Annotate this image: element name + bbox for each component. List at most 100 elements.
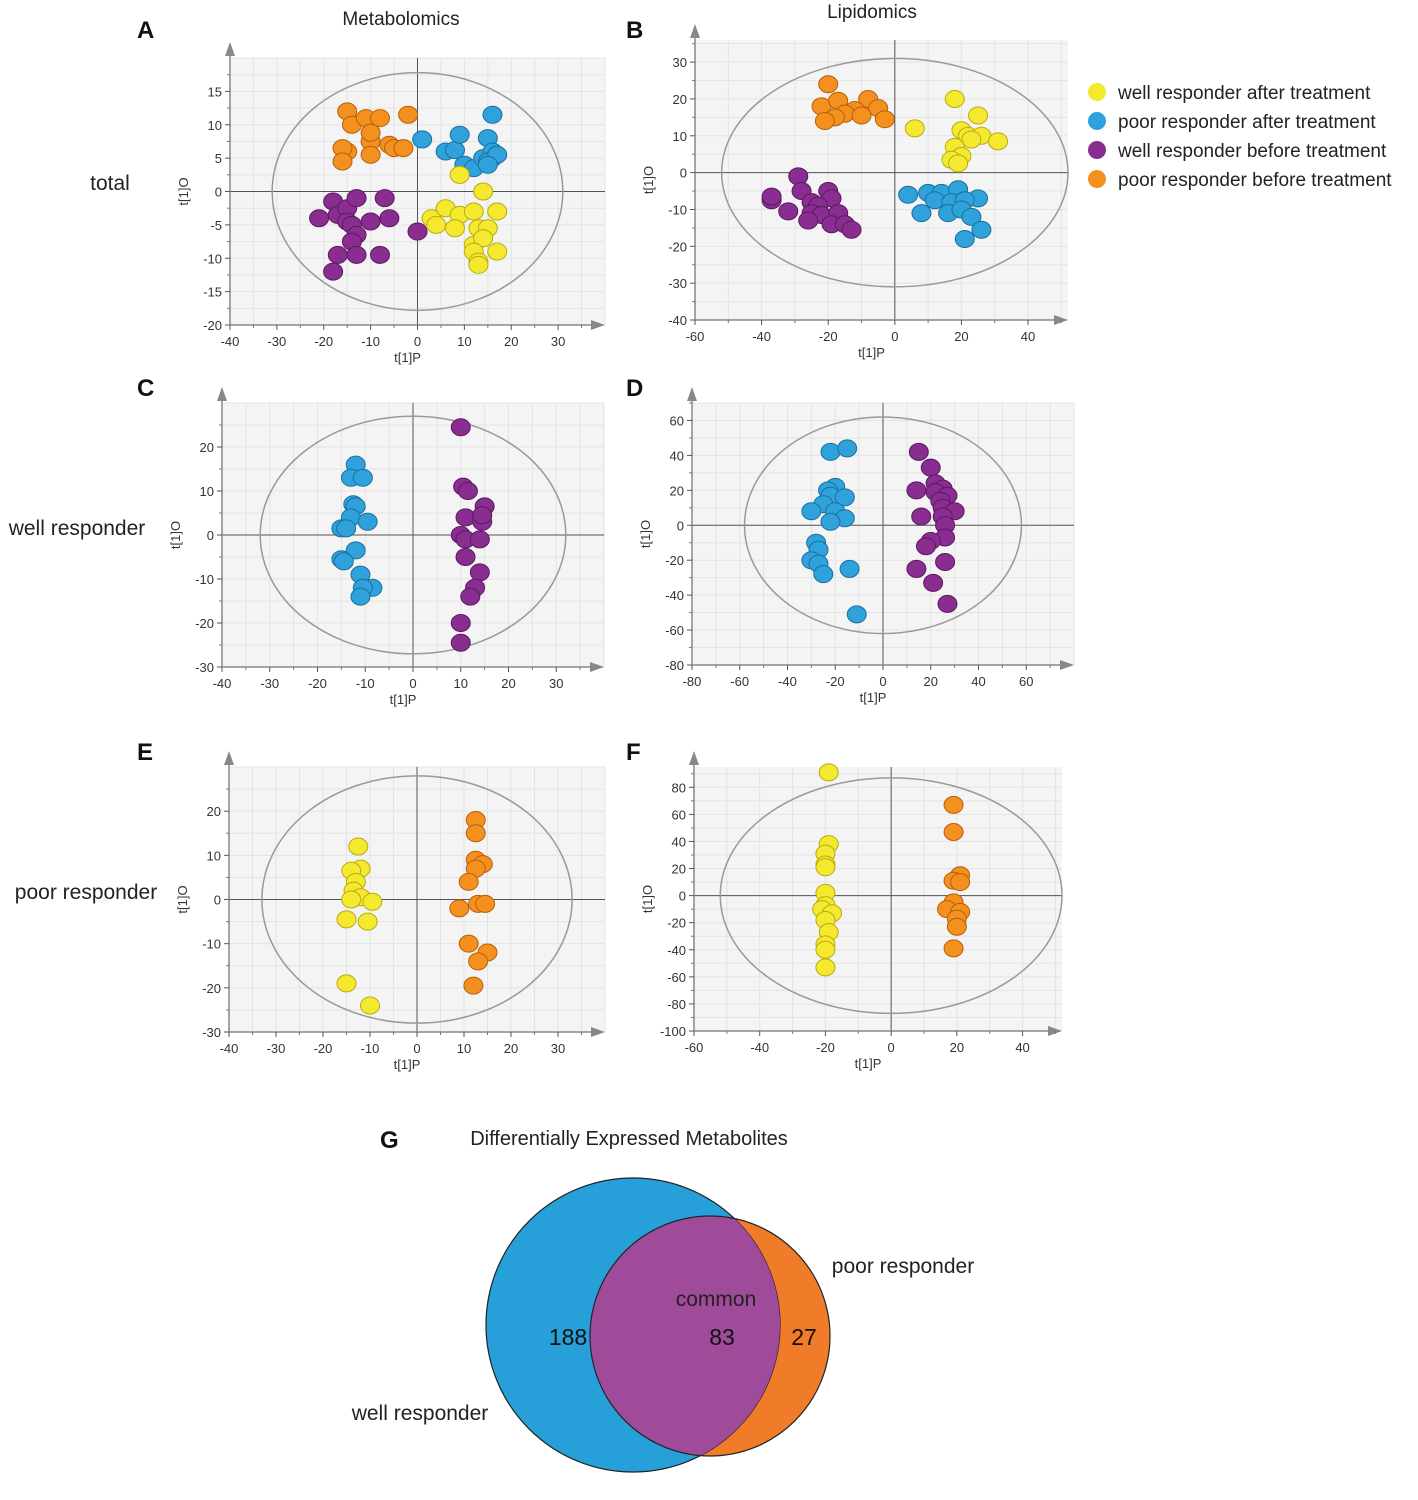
data-point-e: [348, 837, 369, 856]
x-tick-label-e: -40: [220, 1041, 239, 1056]
data-point-a: [473, 229, 494, 248]
y-tick-label-e: -30: [202, 1025, 221, 1040]
data-point-b: [968, 106, 989, 125]
data-point-b: [961, 130, 982, 149]
data-point-a: [360, 123, 381, 142]
data-point-a: [370, 109, 390, 128]
x-tick-label-e: 20: [504, 1041, 518, 1056]
data-point-b: [988, 132, 1009, 151]
data-point-c: [350, 587, 371, 606]
data-point-d: [908, 442, 929, 461]
data-point-e: [475, 894, 496, 913]
data-point-d: [801, 502, 822, 521]
data-point-e: [449, 899, 470, 918]
y-tick-label-a: 10: [208, 118, 222, 133]
y-tick-label-f: -80: [667, 997, 686, 1012]
x-tick-label-d: 60: [1019, 674, 1033, 689]
y-tick-label-c: -10: [195, 572, 214, 587]
x-tick-label-b: -20: [819, 329, 838, 344]
x-tick-label-d: 0: [879, 674, 886, 689]
series-well-responder-after-treatment-b: [904, 89, 1009, 173]
scatter-panel-f: -60 -40 -20 0 20 40 -100 -80 -60 -40 -20 0 20 40 60 80 t…: [640, 751, 1063, 1071]
x-axis-label-e: t[1]P: [394, 1057, 421, 1072]
x-tick-label-f: -40: [750, 1040, 769, 1055]
x-axis-label-f: t[1]P: [855, 1056, 882, 1071]
data-point-c: [345, 541, 366, 560]
data-point-c: [333, 552, 354, 571]
data-point-e: [463, 976, 484, 995]
y-tick-label-c: -30: [195, 660, 214, 675]
data-point-d: [911, 507, 932, 526]
legend-label-well-after: well responder after treatment: [1117, 83, 1371, 104]
series-well-responder-before-treatment-d: [906, 442, 965, 613]
data-point-b: [874, 110, 895, 129]
series-poor-responder-after-treatment-b: [898, 180, 992, 248]
y-tick-label-b: 0: [680, 166, 687, 181]
x-axis-label-d: t[1]P: [860, 690, 887, 705]
data-point-d: [937, 594, 958, 613]
data-point-b: [798, 211, 819, 230]
data-point-b: [818, 75, 839, 94]
legend-item-poor-before: poor responder before treatment: [1088, 170, 1392, 191]
legend-swatch-poor-before: [1088, 170, 1106, 188]
x-tick-label-f: 0: [888, 1040, 895, 1055]
panel-letter-b: B: [626, 17, 643, 44]
data-point-b: [788, 167, 809, 186]
x-axis-label-b: t[1]P: [858, 345, 885, 360]
data-point-a: [487, 242, 508, 261]
data-point-b: [911, 204, 932, 223]
y-tick-label-f: 20: [672, 862, 686, 877]
data-point-c: [469, 530, 490, 549]
legend-item-well-after: well responder after treatment: [1088, 83, 1371, 104]
series-poor-responder-before-treatment-f: [937, 795, 971, 958]
data-point-a: [477, 155, 498, 174]
y-tick-label-b: -40: [668, 313, 687, 328]
confidence-ellipse-e: [261, 775, 573, 1024]
data-point-d: [906, 559, 927, 578]
data-point-b: [778, 202, 799, 221]
y-axis-label-f: t[1]O: [640, 885, 655, 913]
y-tick-label-e: -20: [202, 981, 221, 996]
data-point-b: [761, 187, 782, 206]
data-point-a: [398, 105, 419, 124]
y-tick-label-d: -40: [665, 588, 684, 603]
y-tick-label-a: -15: [203, 285, 222, 300]
data-point-a: [468, 255, 489, 274]
x-tick-label-a: -10: [361, 334, 380, 349]
data-point-c: [336, 519, 357, 538]
x-tick-label-a: 0: [414, 334, 421, 349]
data-point-a: [309, 209, 330, 228]
data-point-a: [327, 245, 348, 264]
data-point-f: [815, 940, 836, 959]
data-point-c: [450, 614, 471, 632]
row-label-total: total: [90, 172, 130, 195]
x-tick-label-f: -60: [685, 1040, 704, 1055]
y-tick-label-e: 0: [214, 893, 221, 908]
y-tick-label-f: -20: [667, 916, 686, 931]
x-tick-label-d: 40: [971, 674, 985, 689]
y-tick-label-c: 10: [200, 484, 214, 499]
x-tick-label-a: -20: [314, 334, 333, 349]
data-point-a: [449, 125, 470, 144]
y-tick-label-c: -20: [195, 616, 214, 631]
venn-label-well-responder: well responder: [351, 1402, 489, 1425]
data-point-d: [839, 559, 860, 578]
data-point-b: [904, 119, 925, 138]
x-tick-label-d: -60: [730, 674, 749, 689]
y-tick-label-d: -60: [665, 623, 684, 638]
venn-panel-g: G Differentially Expressed Metabolites 1…: [351, 1127, 974, 1473]
data-point-d: [834, 488, 855, 507]
data-point-c: [357, 512, 378, 531]
y-tick-label-d: 0: [677, 518, 684, 533]
legend-label-well-before: well responder before treatment: [1117, 141, 1387, 162]
y-tick-label-d: -20: [665, 553, 684, 568]
venn-title: Differentially Expressed Metabolites: [470, 1128, 788, 1150]
x-tick-label-a: 30: [551, 334, 565, 349]
data-point-e: [362, 892, 383, 911]
legend-item-well-before: well responder before treatment: [1088, 141, 1387, 162]
series-well-responder-after-treatment-f: [812, 763, 842, 977]
data-point-d: [906, 481, 927, 500]
row-label-poor-responder: poor responder: [15, 881, 157, 904]
x-tick-label-a: 20: [504, 334, 518, 349]
y-tick-label-f: 0: [679, 889, 686, 904]
